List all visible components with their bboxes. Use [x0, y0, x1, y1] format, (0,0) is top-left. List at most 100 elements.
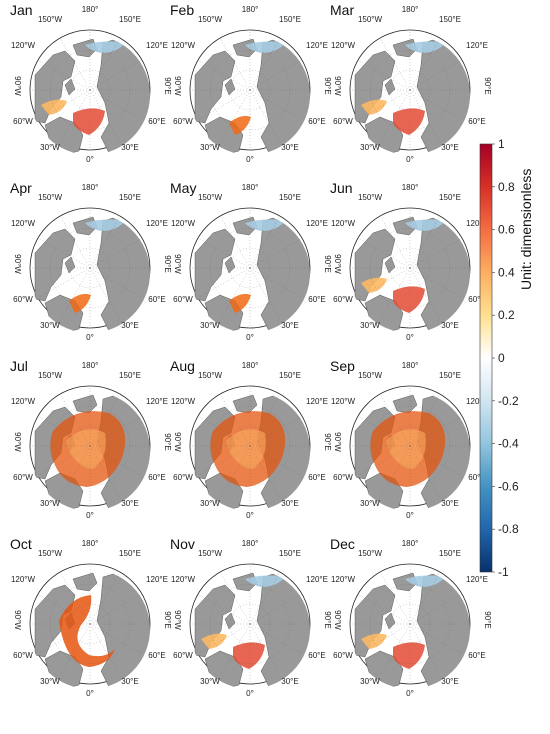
land-mass [384, 256, 396, 274]
meridian-line [249, 37, 281, 91]
map-panel-mar: Mar 180° 150°W 120°W 90°W 60°W 30°W 0° 30°E 60°E 9… [325, 0, 495, 170]
parallel-line [49, 227, 131, 309]
map-panel-jul: Jul 180° 150°W 120°W 90°W 60°W 30°W 0° 30°E 60°E 9… [5, 356, 175, 526]
meridian-line [379, 215, 411, 269]
longitude-label: 120°E [466, 41, 488, 50]
land-mass [384, 612, 396, 630]
land-mass [384, 78, 396, 96]
meridian-line [249, 267, 281, 321]
meridian-line [249, 445, 281, 499]
colorbar-tick-label: 1 [498, 138, 505, 151]
longitude-label: 60°E [468, 651, 485, 660]
colorbar-tick-label: -0.8 [498, 522, 519, 536]
meridian-line [249, 623, 303, 655]
parallel-line [389, 69, 431, 111]
land-mass [416, 35, 470, 155]
longitude-label: 90°W [333, 254, 342, 274]
longitude-label: 30°W [200, 321, 220, 330]
parallel-line [229, 603, 271, 645]
longitude-label: 30°E [121, 321, 138, 330]
longitude-label: 30°W [40, 677, 60, 686]
meridian-line [379, 445, 411, 499]
parallel-line [369, 405, 451, 487]
meridian-line [357, 623, 411, 655]
meridian-line [357, 593, 411, 625]
longitude-label: 150°W [38, 371, 63, 380]
parallel-line [49, 583, 131, 665]
meridian-line [89, 267, 143, 299]
longitude-label: 120°W [11, 575, 36, 584]
longitude-label: 150°W [358, 549, 383, 558]
longitude-label: 90°E [323, 433, 332, 450]
longitude-label: 180° [242, 361, 259, 370]
meridian-line [89, 37, 121, 91]
meridian-line [59, 445, 91, 499]
longitude-label: 150°E [119, 371, 141, 380]
parallel-line [69, 247, 111, 289]
meridian-line [89, 89, 143, 121]
longitude-label: 150°E [119, 193, 141, 202]
longitude-label: 180° [242, 539, 259, 548]
longitude-label: 120°W [171, 575, 196, 584]
longitude-label: 30°E [441, 143, 458, 152]
land-mass [72, 572, 98, 592]
longitude-label: 120°W [171, 41, 196, 50]
longitude-label: 60°W [173, 295, 193, 304]
month-label: Nov [170, 536, 195, 552]
parallel-line [229, 425, 271, 467]
land-mass [96, 569, 150, 689]
meridian-line [219, 393, 251, 447]
longitude-label: 150°W [198, 371, 223, 380]
longitude-label: 30°E [281, 499, 298, 508]
longitude-label: 120°E [146, 575, 168, 584]
land-mass [194, 50, 236, 124]
meridian-line [409, 445, 441, 499]
parallel-line [229, 69, 271, 111]
meridian-line [409, 593, 463, 625]
longitude-label: 90°W [173, 610, 182, 630]
longitude-label: 30°W [40, 499, 60, 508]
longitude-label: 60°E [468, 473, 485, 482]
longitude-label: 90°W [333, 76, 342, 96]
longitude-label: 120°E [306, 397, 328, 406]
anomaly-field [41, 41, 125, 135]
meridian-line [59, 393, 91, 447]
longitude-label: 180° [402, 183, 419, 192]
meridian-line [89, 623, 143, 655]
colorbar-tick-label: 0 [498, 351, 505, 365]
longitude-label: 30°E [281, 321, 298, 330]
longitude-label: 0° [86, 511, 94, 520]
anomaly-field [210, 411, 286, 487]
month-label: Jan [10, 2, 33, 18]
longitude-label: 90°W [13, 610, 22, 630]
longitude-label: 90°E [323, 77, 332, 94]
longitude-label: 180° [82, 5, 99, 14]
longitude-label: 120°E [146, 219, 168, 228]
longitude-label: 0° [406, 333, 414, 342]
longitude-label: 0° [246, 689, 254, 698]
parallel-line [369, 227, 451, 309]
colorbar-tick-label: 0.4 [498, 265, 515, 279]
anomaly-field [361, 41, 445, 135]
longitude-label: 150°W [358, 193, 383, 202]
longitude-label: 60°E [308, 295, 325, 304]
longitude-label: 60°W [333, 295, 353, 304]
longitude-label: 30°E [121, 499, 138, 508]
longitude-label: 150°W [38, 15, 63, 24]
meridian-line [89, 267, 121, 321]
longitude-label: 150°W [198, 15, 223, 24]
meridian-line [409, 267, 441, 321]
polar-map: 180° 150°W 120°W 90°W 60°W 30°W 0° 30°E 60°E 90°E… [171, 5, 332, 164]
colorbar-tick-label: -0.6 [498, 479, 519, 493]
longitude-label: 30°E [441, 677, 458, 686]
longitude-label: 60°W [173, 473, 193, 482]
colorbar-tick-label: -0.2 [498, 394, 519, 408]
meridian-line [409, 445, 463, 477]
parallel-line [209, 227, 291, 309]
meridian-line [89, 445, 121, 499]
polar-map: 180° 150°W 120°W 90°W 60°W 30°W 0° 30°E 60°E 90°E… [11, 539, 172, 698]
longitude-label: 150°E [279, 15, 301, 24]
colorbar-tick-label: 0.6 [498, 223, 515, 237]
colorbar-gradient [479, 143, 493, 573]
meridian-line [59, 215, 91, 269]
